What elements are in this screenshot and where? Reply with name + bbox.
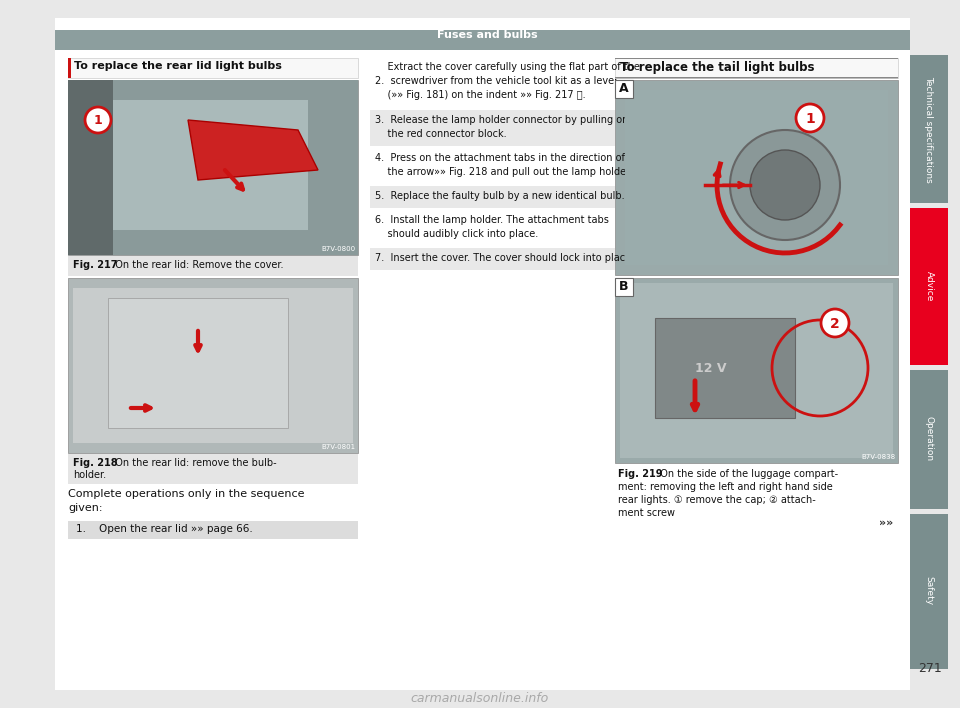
Bar [615, 58, 898, 78]
Text: the arrow»» Fig. 218 and pull out the lamp holder.: the arrow»» Fig. 218 and pull out the la… [375, 167, 633, 177]
Text: »»: »» [878, 518, 893, 528]
Text: Fig. 219: Fig. 219 [618, 469, 662, 479]
Text: B7V-0801: B7V-0801 [321, 444, 355, 450]
Text: A: A [619, 82, 629, 95]
Text: On the rear lid: Remove the cover.: On the rear lid: Remove the cover. [109, 260, 283, 270]
Bar [615, 80, 898, 275]
Circle shape [85, 107, 111, 133]
Bar [108, 100, 308, 230]
Text: given:: given: [68, 503, 103, 513]
Text: 2.  screwdriver from the vehicle tool kit as a lever: 2. screwdriver from the vehicle tool kit… [375, 76, 618, 86]
Circle shape [821, 309, 849, 337]
Text: ment screw: ment screw [618, 508, 675, 518]
Bar [370, 248, 615, 270]
Bar [625, 90, 888, 265]
Text: (»» Fig. 181) on the indent »» Fig. 217 ⓘ.: (»» Fig. 181) on the indent »» Fig. 217 … [375, 90, 586, 100]
Bar [108, 298, 288, 428]
Bar [68, 521, 358, 539]
Bar [68, 58, 358, 78]
Text: Safety: Safety [924, 576, 933, 605]
Text: should audibly click into place.: should audibly click into place. [375, 229, 539, 239]
Bar [615, 58, 898, 59]
Bar [68, 58, 71, 78]
Text: 271: 271 [918, 661, 942, 675]
Text: 1.    Open the rear lid »» page 66.: 1. Open the rear lid »» page 66. [76, 524, 252, 534]
Text: Advice: Advice [924, 271, 933, 301]
Text: 7.  Insert the cover. The cover should lock into place.: 7. Insert the cover. The cover should lo… [375, 253, 635, 263]
Circle shape [730, 130, 840, 240]
Bar [910, 514, 948, 669]
Bar [370, 186, 615, 208]
Text: Technical specifications: Technical specifications [924, 76, 933, 183]
Bar [370, 148, 615, 184]
Circle shape [750, 150, 820, 220]
Bar [68, 80, 358, 255]
Bar [68, 278, 358, 453]
Text: On the side of the luggage compart-: On the side of the luggage compart- [654, 469, 838, 479]
Text: On the rear lid: remove the bulb-: On the rear lid: remove the bulb- [109, 458, 276, 468]
Text: 6.  Install the lamp holder. The attachment tabs: 6. Install the lamp holder. The attachme… [375, 215, 609, 225]
Bar [55, 30, 910, 50]
Bar [620, 283, 893, 458]
Bar [615, 78, 898, 79]
Text: holder.: holder. [73, 470, 107, 480]
Text: ment: removing the left and right hand side: ment: removing the left and right hand s… [618, 482, 832, 492]
Text: 1: 1 [805, 112, 815, 126]
Text: Fig. 218: Fig. 218 [73, 458, 118, 468]
Text: B7V-0800: B7V-0800 [321, 246, 355, 252]
Text: To replace the tail light bulbs: To replace the tail light bulbs [620, 61, 814, 74]
Bar [910, 55, 948, 203]
Polygon shape [188, 120, 318, 180]
Text: To replace the rear lid light bulbs: To replace the rear lid light bulbs [74, 61, 282, 71]
Bar [615, 77, 898, 78]
Bar [910, 370, 948, 509]
Text: 5.  Replace the faulty bulb by a new identical bulb.: 5. Replace the faulty bulb by a new iden… [375, 191, 625, 201]
Bar [55, 18, 910, 690]
Bar [370, 58, 615, 108]
Text: Extract the cover carefully using the flat part of the: Extract the cover carefully using the fl… [375, 62, 640, 72]
Bar [615, 278, 898, 463]
Text: Fuses and bulbs: Fuses and bulbs [437, 30, 538, 40]
Circle shape [796, 104, 824, 132]
Text: rear lights. ① remove the cap; ② attach-: rear lights. ① remove the cap; ② attach- [618, 495, 816, 505]
Text: 4.  Press on the attachment tabs in the direction of: 4. Press on the attachment tabs in the d… [375, 153, 625, 163]
Text: Fig. 217: Fig. 217 [73, 260, 117, 270]
Bar [370, 110, 615, 146]
Bar [910, 208, 948, 365]
Text: Complete operations only in the sequence: Complete operations only in the sequence [68, 489, 304, 499]
Text: B7V-0838: B7V-0838 [861, 454, 895, 460]
Bar [68, 80, 358, 255]
Bar [615, 80, 633, 98]
Text: the red connector block.: the red connector block. [375, 129, 507, 139]
Bar [370, 210, 615, 246]
Bar [68, 454, 358, 484]
Bar [73, 288, 353, 443]
Text: 1: 1 [94, 115, 103, 127]
Bar [625, 90, 888, 265]
Bar [68, 80, 113, 255]
Text: carmanualsonline.info: carmanualsonline.info [411, 692, 549, 704]
Text: 3.  Release the lamp holder connector by pulling on: 3. Release the lamp holder connector by … [375, 115, 629, 125]
Text: 12 V: 12 V [695, 362, 727, 375]
Bar [615, 466, 898, 534]
Text: B: B [619, 280, 629, 293]
Text: 2: 2 [830, 317, 840, 331]
Text: Operation: Operation [924, 416, 933, 462]
Bar [68, 256, 358, 276]
Bar [615, 278, 633, 296]
Bar [655, 318, 795, 418]
